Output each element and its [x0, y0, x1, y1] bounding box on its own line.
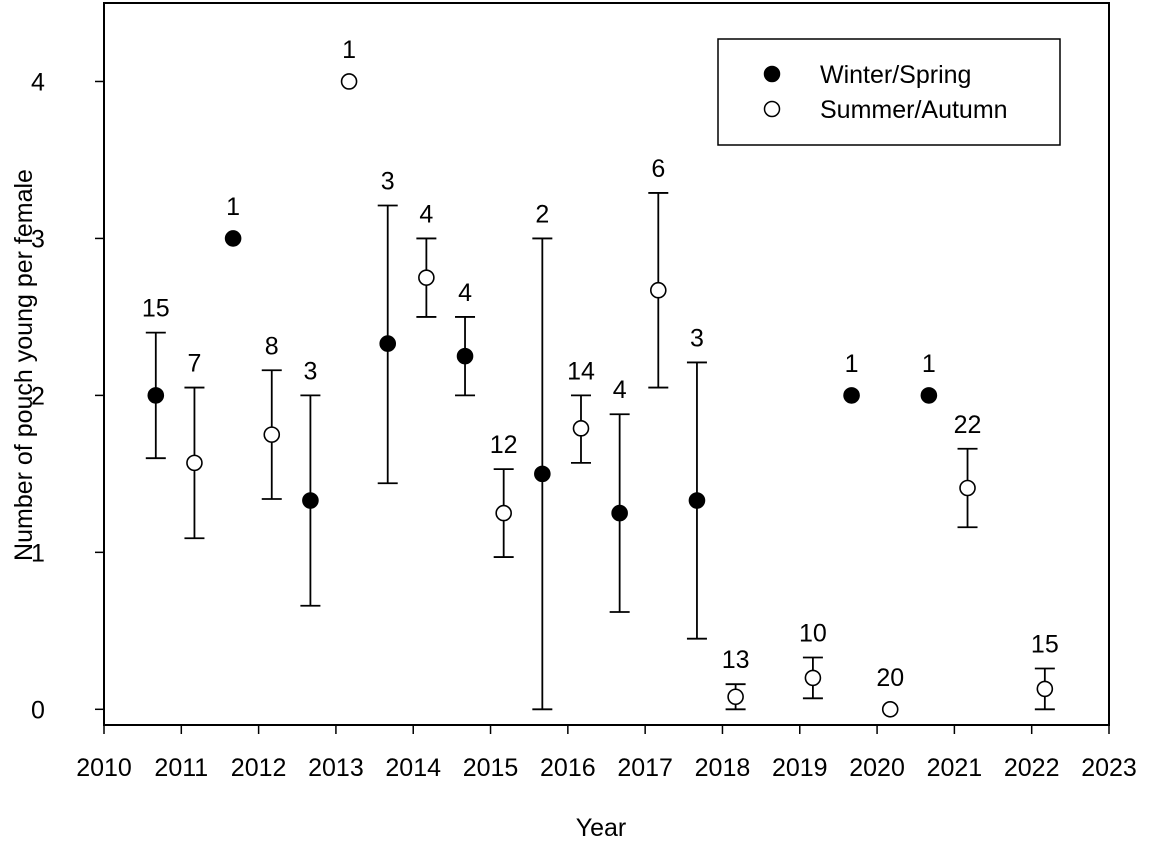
winter-spring-point: [147, 387, 165, 404]
summer-autumn-point: [340, 73, 358, 90]
ticks-layer: 2010 2011 2012 2013 2014 2015 2016 2017 2018 2019…: [31, 68, 1137, 782]
sample-size-label: 3: [690, 324, 704, 352]
summer-autumn-point: [186, 454, 203, 472]
legend-label-winter-spring: Winter/Spring: [820, 61, 971, 89]
sample-size-label: 8: [265, 332, 279, 360]
x-tick-label: 2019: [772, 754, 828, 782]
plot-frame: [103, 2, 1110, 726]
winter-spring-point: [534, 465, 551, 483]
winter-spring-point: [302, 492, 319, 509]
x-tick-label: 2011: [154, 754, 208, 782]
summer-autumn-point: [263, 426, 281, 443]
sample-size-label: 15: [1031, 630, 1059, 658]
sample-size-label: 3: [303, 357, 317, 385]
winter-spring-point: [688, 492, 706, 509]
y-tick-label: 3: [31, 225, 45, 253]
x-tick-label: 2022: [1004, 754, 1060, 782]
x-tick-label: 2016: [540, 754, 596, 782]
summer-autumn-point: [881, 701, 899, 718]
sample-size-label: 1: [922, 350, 936, 378]
winter-spring-point: [843, 387, 860, 404]
legend-label-summer-autumn: Summer/Autumn: [820, 96, 1008, 124]
legend-box: [717, 38, 1061, 146]
x-axis-title: Year: [576, 814, 627, 842]
winter-spring-point: [611, 504, 628, 522]
winter-spring-point: [379, 335, 397, 352]
axes-layer: [103, 2, 1110, 726]
y-tick-label: 1: [31, 539, 45, 567]
sample-size-label: 3: [381, 167, 395, 195]
summer-autumn-point: [495, 504, 512, 522]
errorbar-layer: [145, 192, 1055, 711]
summer-autumn-point: [959, 479, 976, 497]
summer-autumn-point: [727, 688, 744, 706]
y-tick-label: 2: [31, 382, 45, 410]
sample-size-label: 15: [142, 295, 170, 323]
legend: Winter/Spring Summer/Autumn: [717, 38, 1061, 146]
sample-size-label: 22: [954, 411, 982, 439]
sample-size-label: 1: [226, 193, 240, 221]
legend-marker-summer-autumn: [763, 100, 781, 118]
sample-size-label: 10: [799, 620, 827, 648]
winter-spring-point: [224, 230, 242, 247]
x-tick-label: 2020: [849, 754, 905, 782]
legend-marker-winter-spring: [763, 65, 781, 83]
sample-size-label: 4: [419, 200, 433, 228]
y-axis-title: Number of pouch young per female: [10, 169, 38, 561]
sample-size-label: 1: [845, 350, 859, 378]
x-tick-label: 2021: [927, 754, 983, 782]
summer-autumn-point: [418, 269, 435, 286]
x-tick-label: 2023: [1081, 754, 1137, 782]
x-tick-label: 2015: [463, 754, 519, 782]
sample-size-label: 2: [535, 200, 549, 228]
x-tick-label: 2010: [76, 754, 132, 782]
y-tick-label: 0: [31, 696, 45, 724]
sample-size-label: 7: [187, 350, 201, 378]
sample-size-label: 14: [567, 357, 595, 385]
summer-autumn-point: [804, 669, 822, 687]
points-layer: [147, 73, 1054, 718]
summer-autumn-point: [649, 281, 667, 299]
sample-size-label: 4: [458, 279, 472, 307]
sample-size-label: 1: [342, 36, 356, 64]
sample-size-label: 4: [613, 376, 627, 404]
x-tick-label: 2012: [231, 754, 287, 782]
x-tick-label: 2017: [617, 754, 673, 782]
sample-size-label: 20: [876, 664, 904, 692]
winter-spring-point: [456, 347, 474, 365]
sample-size-label: 12: [490, 431, 518, 459]
sample-size-label: 6: [651, 155, 665, 183]
x-tick-label: 2018: [695, 754, 751, 782]
x-tick-label: 2014: [385, 754, 441, 782]
x-tick-label: 2013: [308, 754, 364, 782]
y-tick-label: 4: [31, 68, 45, 96]
summer-autumn-point: [572, 420, 590, 437]
summer-autumn-point: [1036, 680, 1054, 698]
sample-size-label: 13: [722, 646, 750, 674]
winter-spring-point: [920, 387, 938, 404]
